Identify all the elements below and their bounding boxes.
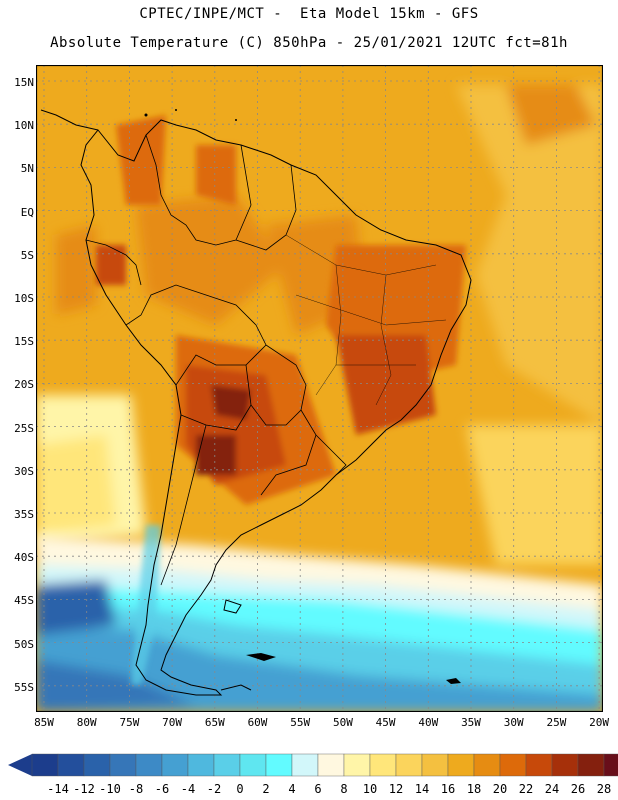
lat-label: 55S [14, 680, 34, 694]
colorbar-label: 6 [314, 782, 322, 796]
colorbar-swatch [551, 753, 579, 777]
colorbar-label: 12 [388, 782, 404, 796]
colorbar-swatch [187, 753, 215, 777]
coastline [40, 109, 472, 696]
colorbar-label: 4 [288, 782, 296, 796]
colorbar-swatch [421, 753, 449, 777]
colorbar-label: 14 [414, 782, 430, 796]
colorbar-swatch [213, 753, 241, 777]
lon-label: 40W [418, 716, 439, 729]
lat-label: 35S [14, 508, 34, 521]
lon-label: 55W [290, 716, 311, 729]
lon-label: 80W [76, 716, 97, 729]
lat-label: 15N [14, 76, 34, 89]
colorbar-label: 8 [340, 782, 348, 796]
lat-label: 15S [14, 335, 34, 349]
colorbar-arrow-left [8, 754, 32, 776]
colorbar-label: 2 [262, 782, 270, 796]
lon-label: 20W [589, 716, 610, 729]
colorbar-swatch [343, 753, 371, 777]
lat-label: 50S [14, 637, 34, 651]
lon-label: 25W [546, 716, 567, 729]
colorbar-label: -10 [99, 782, 121, 796]
lon-label: 30W [503, 716, 524, 729]
map-frame [36, 65, 603, 712]
lat-label: 5N [20, 162, 34, 176]
colorbar-swatch [369, 753, 397, 777]
lat-label: 45S [14, 594, 34, 608]
colorbar-label: -12 [73, 782, 95, 796]
colorbar-swatch [161, 753, 189, 777]
colorbar-swatch [447, 753, 475, 777]
title-line-2: Absolute Temperature (C) 850hPa - 25/01/… [50, 35, 568, 51]
colorbar-label: 22 [518, 782, 534, 796]
colorbar-swatch [577, 753, 605, 777]
lon-label: 75W [119, 716, 140, 729]
lat-label: 10N [14, 119, 34, 133]
lon-label: 45W [375, 716, 396, 729]
colorbar [8, 753, 618, 777]
cold-bands [36, 535, 603, 712]
warm-ocean-fields [36, 85, 603, 565]
colorbar-label: 18 [466, 782, 482, 796]
lat-label: 20S [14, 378, 34, 392]
colorbar-label: 0 [236, 782, 244, 796]
colorbar-swatch [317, 753, 345, 777]
lat-label: 30S [14, 464, 34, 478]
colorbar-swatch [239, 753, 267, 777]
colorbar-swatch [525, 753, 553, 777]
colorbar-label: 10 [362, 782, 378, 796]
colorbar-label: 20 [492, 782, 508, 796]
lon-label: 60W [247, 716, 268, 729]
temperature-map [36, 65, 603, 712]
islands [144, 109, 461, 684]
colorbar-label: -4 [180, 782, 196, 796]
graticule [36, 65, 603, 712]
colorbar-swatch [395, 753, 423, 777]
colorbar-swatch [291, 753, 319, 777]
state-borders [285, 234, 447, 406]
country-borders [85, 134, 347, 586]
colorbar-swatch [499, 753, 527, 777]
colorbar-swatch [109, 753, 137, 777]
colorbar-label: 26 [570, 782, 586, 796]
colorbar-swatch [265, 753, 293, 777]
colorbar-label: -8 [128, 782, 144, 796]
lon-label: 85W [34, 716, 54, 729]
lat-label: EQ [20, 205, 34, 219]
lat-label: 5S [20, 248, 34, 262]
lon-label: 50W [332, 716, 353, 729]
colorbar-swatch [603, 753, 618, 777]
colorbar-label: 24 [544, 782, 560, 796]
colorbar-label: 16 [440, 782, 456, 796]
colorbar-swatch [473, 753, 501, 777]
title-line-1: CPTEC/INPE/MCT - Eta Model 15km - GFS [139, 6, 479, 22]
lat-label: 10S [14, 292, 34, 305]
colorbar-swatch [83, 753, 111, 777]
colorbar-swatch [57, 753, 85, 777]
lon-label: 65W [204, 716, 225, 729]
colorbar-label: 28 [596, 782, 612, 796]
colorbar-label: -2 [206, 782, 222, 796]
colorbar-swatch [31, 753, 59, 777]
lon-label: 35W [461, 716, 481, 729]
lon-label: 70W [162, 716, 183, 729]
colorbar-label: -6 [154, 782, 170, 796]
lat-label: 40S [14, 551, 34, 565]
colorbar-swatch [135, 753, 163, 777]
colorbar-label: -14 [47, 782, 69, 796]
lat-label: 25S [14, 421, 34, 435]
